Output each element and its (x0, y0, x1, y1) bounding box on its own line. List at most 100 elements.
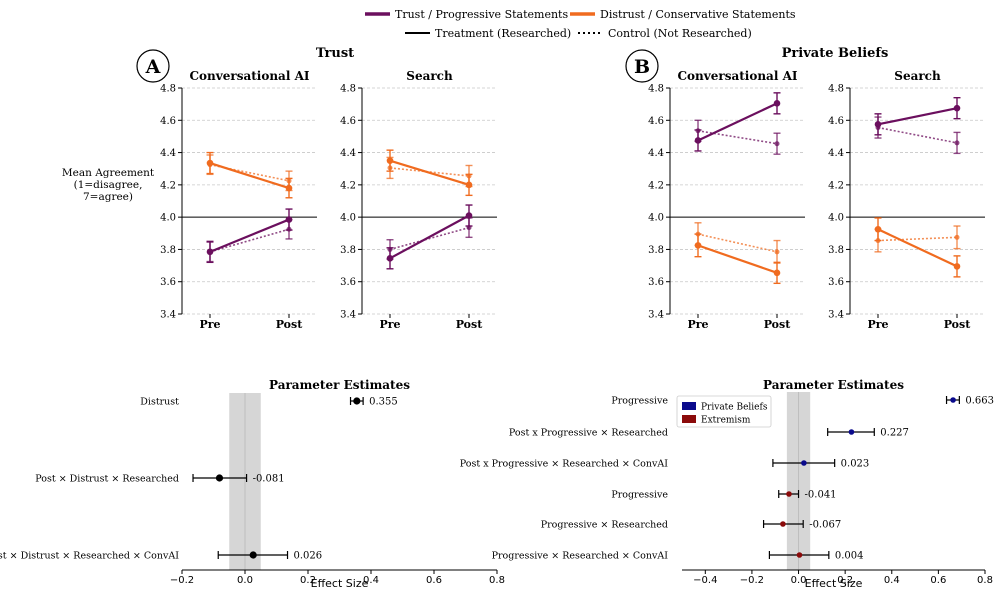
row-label: Progressive × Researched × ConvAI (492, 551, 669, 562)
row-label: Progressive (611, 396, 668, 407)
x-tick-label: 0.6 (930, 575, 946, 586)
y-tick-label: 3.4 (340, 310, 356, 321)
y-tick-label: 4.8 (340, 84, 356, 95)
x-tick-label: −0.2 (170, 575, 194, 586)
subplot-title: Search (406, 69, 453, 83)
panel-b-letter: B (634, 56, 650, 78)
y-tick-label: 4.2 (828, 180, 844, 191)
y-tick-label: 4.6 (340, 116, 356, 127)
panel-a-title: Trust (316, 46, 354, 61)
data-point (874, 225, 882, 233)
panel-b-badge (625, 49, 659, 83)
line-chart-trust-search: Search 3.4 3.6 3.8 4.0 4.2 4.4 4.6 4.8 Pre Post (340, 69, 497, 331)
top-legend: Trust / Progressive Statements Distrust … (365, 8, 796, 40)
series-line (697, 233, 778, 253)
y-tick-label: 3.8 (160, 245, 176, 256)
y-tick-label: 4.4 (648, 148, 664, 159)
x-tick-label: 0.4 (363, 575, 379, 586)
row-label: Post x Progressive × Researched × ConvAI (460, 459, 668, 470)
legend-treatment-label: Treatment (Researched) (435, 27, 571, 40)
legend-label: Extremism (701, 416, 751, 426)
forest-plot-trust: Parameter Estimates −0.2 0.0 0.2 0.4 0.6 0.8 Ef… (0, 378, 505, 590)
series-line (389, 226, 470, 251)
data-point (206, 248, 214, 256)
series-line (209, 218, 290, 253)
x-tick-label: Pre (379, 318, 400, 331)
data-point (465, 212, 473, 219)
series-line (209, 228, 290, 253)
legend-trust-label: Trust / Progressive Statements (395, 8, 568, 21)
y-tick-label: 4.2 (160, 180, 176, 191)
forest-plot-beliefs: Parameter Estimates −0.4 −0.2 0.0 0.2 0.4 0.6 0… (460, 378, 994, 590)
data-point (206, 159, 214, 167)
y-tick-label: 4.2 (340, 180, 356, 191)
x-axis-label: Effect Size (311, 577, 369, 590)
series-line (877, 228, 958, 268)
legend-distrust-label: Distrust / Conservative Statements (600, 8, 796, 21)
subplot-title: Conversational AI (677, 69, 797, 83)
y-tick-label: 3.4 (648, 310, 664, 321)
y-tick-label: 4.0 (828, 213, 844, 224)
y-tick-label: 3.6 (340, 277, 356, 288)
estimate-point (950, 397, 956, 403)
data-point (773, 269, 781, 277)
x-tick-label: 0.8 (489, 575, 505, 586)
row-label: Post x Progressive × Researched (509, 428, 668, 439)
y-tick-label: 4.4 (340, 148, 356, 159)
x-tick-label: 0.2 (837, 575, 853, 586)
series-line (697, 244, 778, 274)
x-tick-label: Post (456, 318, 484, 331)
series-line (877, 107, 958, 126)
series-line (389, 214, 470, 260)
y-tick-label: 4.0 (340, 213, 356, 224)
y-tick-label: 4.6 (828, 116, 844, 127)
estimate-point (848, 429, 855, 435)
data-point (774, 141, 780, 147)
data-point (774, 249, 780, 255)
subplot-title: Conversational AI (189, 69, 309, 83)
series-line (697, 129, 778, 145)
series-line (389, 167, 470, 177)
data-point (953, 104, 961, 112)
row-label: Distrust (140, 397, 179, 408)
y-tick-label: 3.8 (340, 245, 356, 256)
estimate-point (801, 460, 807, 466)
data-point (954, 234, 960, 240)
y-tick-label: 4.0 (160, 213, 176, 224)
forest-title: Parameter Estimates (763, 378, 904, 392)
row-label: Progressive (611, 490, 668, 501)
estimate-point (215, 474, 224, 482)
ylabel-line-3: 7=agree) (83, 191, 133, 203)
y-tick-label: 3.4 (160, 310, 176, 321)
y-tick-label: 3.6 (828, 277, 844, 288)
x-tick-label: Post (276, 318, 304, 331)
estimate-point (249, 551, 257, 559)
estimate-value: -0.067 (809, 520, 841, 531)
legend-control-label: Control (Not Researched) (608, 27, 752, 40)
data-point (954, 140, 960, 146)
y-tick-label: 3.4 (828, 310, 844, 321)
estimate-value: 0.004 (835, 551, 864, 562)
data-point (694, 242, 702, 249)
y-tick-label: 4.0 (648, 213, 664, 224)
x-tick-label: 0.6 (426, 575, 442, 586)
x-tick-label: 0.0 (791, 575, 807, 586)
data-point (874, 121, 882, 128)
row-label: Post × Distrust × Researched (35, 474, 179, 485)
x-tick-label: 0.2 (300, 575, 316, 586)
estimate-point (353, 397, 361, 405)
y-tick-label: 3.8 (828, 245, 844, 256)
x-tick-label: −0.4 (693, 575, 717, 586)
y-tick-label: 4.8 (160, 84, 176, 95)
x-tick-label: Pre (687, 318, 708, 331)
x-tick-label: Pre (867, 318, 888, 331)
mean-agreement-ylabel: Mean Agreement (1=disagree, 7=agree) (62, 167, 155, 203)
series-line (877, 126, 958, 144)
y-tick-label: 3.8 (648, 245, 664, 256)
estimate-value: 0.026 (294, 551, 323, 562)
data-point (285, 184, 293, 192)
x-tick-label: Post (944, 318, 972, 331)
row-label: Post × Distrust × Researched × ConvAI (0, 551, 179, 562)
x-tick-label: 0.4 (884, 575, 900, 586)
